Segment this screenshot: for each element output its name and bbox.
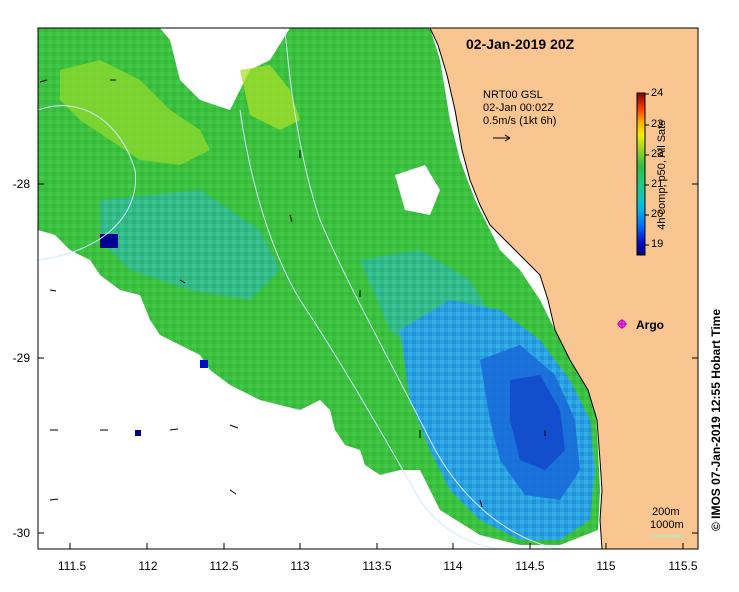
x-tick-115: 115 xyxy=(596,559,615,573)
bathymetry-contours xyxy=(37,27,561,550)
y-axis-labels: -28 -29 -30 xyxy=(13,177,31,540)
colorbar-tick-20: 20 xyxy=(651,208,664,220)
colorbar-tick-19: 19 xyxy=(651,238,664,250)
vector-legend: NRT00 GSL 02-Jan 00:02Z 0.5m/s (1kt 6h) xyxy=(483,89,556,128)
x-axis-labels: 111.5 112 112.5 113 113.5 114 114.5 115 … xyxy=(58,559,698,573)
y-tick-minus-30: -30 xyxy=(13,526,31,540)
x-tick-112-5: 112.5 xyxy=(209,559,238,573)
velocity-scale-arrow xyxy=(493,134,511,142)
x-tick-113-5: 113.5 xyxy=(362,559,391,573)
depth-200m-label: 200m xyxy=(652,506,680,518)
current-vectors xyxy=(39,79,546,508)
map-title: 02-Jan-2019 20Z xyxy=(466,36,575,52)
argo-label: Argo xyxy=(636,318,664,332)
x-tick-115-5: 115.5 xyxy=(668,559,697,573)
legend-scale: 0.5m/s (1kt 6h) xyxy=(483,115,557,127)
sst-field xyxy=(38,28,600,545)
y-tick-minus-29: -29 xyxy=(13,351,31,365)
x-tick-111-5: 111.5 xyxy=(58,559,87,573)
plot-frame xyxy=(37,27,699,550)
colorbar-tick-23: 23 xyxy=(651,118,664,130)
sst-colorbar xyxy=(636,92,646,256)
colorbar-ticks xyxy=(645,93,649,246)
imos-credit: © IMOS 07-Jan-2019 12:55 Hobart Time xyxy=(709,308,723,532)
colorbar-title: 4h comp, p50, All Sats xyxy=(656,120,668,230)
x-tick-112: 112 xyxy=(138,559,157,573)
colorbar-tick-24: 24 xyxy=(651,87,664,99)
x-tick-114: 114 xyxy=(443,559,462,573)
x-axis-ticks xyxy=(38,183,698,549)
colorbar-tick-22: 22 xyxy=(651,148,664,160)
colorbar-tick-21: 21 xyxy=(651,178,664,190)
legend-source: NRT00 GSL xyxy=(483,89,543,101)
legend-time: 02-Jan 00:02Z xyxy=(483,102,554,114)
depth-1000m-label: 1000m xyxy=(650,519,684,531)
x-tick-113: 113 xyxy=(290,559,309,573)
argo-marker-icon[interactable] xyxy=(617,319,627,329)
land-mass xyxy=(429,27,699,550)
y-tick-minus-28: -28 xyxy=(13,177,31,191)
x-tick-114-5: 114.5 xyxy=(515,559,544,573)
